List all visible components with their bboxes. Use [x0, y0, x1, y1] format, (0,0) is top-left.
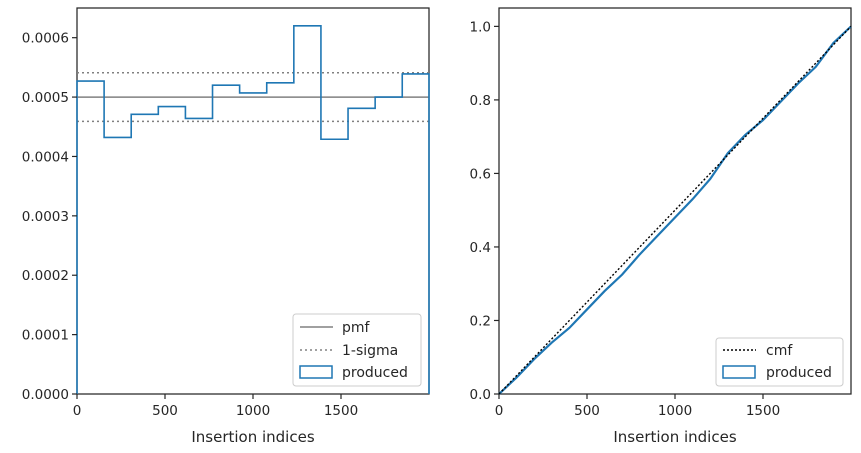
- reference-lines: [77, 71, 429, 123]
- legend-cmf-label: cmf: [766, 343, 793, 359]
- produced-cumulative-line: [498, 25, 852, 395]
- y-tick-label: 0.0003: [22, 209, 69, 225]
- legend-produced-swatch: [299, 365, 333, 379]
- x-tick-label: 1500: [746, 403, 780, 419]
- y-tick-label: 0.4: [470, 240, 491, 256]
- x-axis-label: Insertion indices: [191, 428, 314, 446]
- legend: pmf 1-sigma produced: [292, 313, 422, 387]
- x-tick-label: 0: [495, 403, 504, 419]
- x-tick-label: 1000: [658, 403, 692, 419]
- y-tick-label: 0.8: [470, 93, 491, 109]
- x-axis-ticks: 0 500 1000 1500: [73, 394, 358, 419]
- cmf-chart: 0.0 0.2 0.4 0.6 0.8 1.0 0 500 1000 1500 Insertio…: [470, 7, 852, 446]
- y-tick-label: 0.0002: [22, 268, 69, 284]
- x-tick-label: 1500: [324, 403, 358, 419]
- y-tick-label: 0.0: [470, 387, 491, 403]
- plot-area-frame: [498, 7, 852, 395]
- legend-produced-label: produced: [342, 365, 408, 381]
- x-axis-label: Insertion indices: [613, 428, 736, 446]
- y-tick-label: 0.0001: [22, 328, 69, 344]
- x-tick-label: 1000: [236, 403, 270, 419]
- y-tick-label: 0.2: [470, 313, 491, 329]
- produced-series: [76, 25, 430, 394]
- y-axis-ticks: 0.0000 0.0001 0.0002 0.0003 0.0004 0.0005 0.00…: [22, 31, 77, 403]
- legend-produced-label: produced: [766, 365, 832, 381]
- y-tick-label: 0.0006: [22, 31, 69, 47]
- x-tick-label: 500: [152, 403, 178, 419]
- legend-box: [292, 313, 422, 387]
- y-tick-label: 1.0: [470, 19, 491, 35]
- y-tick-label: 0.0005: [22, 90, 69, 106]
- y-axis-ticks: 0.0 0.2 0.4 0.6 0.8 1.0: [470, 19, 499, 403]
- x-tick-label: 500: [574, 403, 600, 419]
- y-tick-label: 0.0000: [22, 387, 69, 403]
- y-tick-label: 0.6: [470, 166, 491, 182]
- pmf-histogram-chart: 0.0000 0.0001 0.0002 0.0003 0.0004 0.0005 0.00…: [22, 7, 430, 446]
- series: [498, 25, 852, 395]
- produced-step-line: [76, 25, 430, 394]
- legend-pmf-label: pmf: [342, 320, 371, 336]
- x-axis-ticks: 0 500 1000 1500: [495, 394, 780, 419]
- cmf-line: [498, 25, 852, 395]
- legend-1-sigma-label: 1-sigma: [342, 343, 398, 359]
- y-tick-label: 0.0004: [22, 149, 69, 165]
- x-tick-label: 0: [73, 403, 82, 419]
- legend: cmf produced: [715, 337, 844, 387]
- legend-produced-swatch: [722, 365, 756, 379]
